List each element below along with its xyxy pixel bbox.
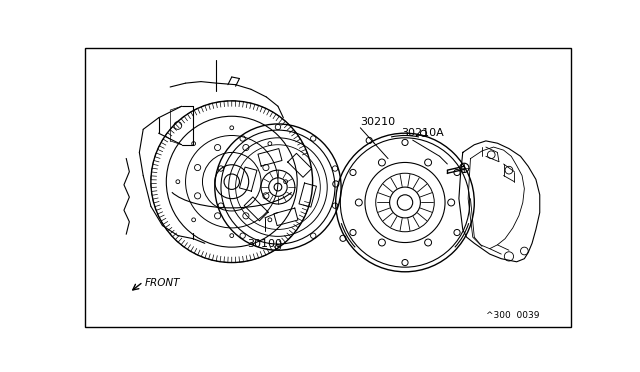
Text: FRONT: FRONT bbox=[145, 278, 180, 288]
Text: 30100: 30100 bbox=[248, 239, 282, 248]
Text: 30210: 30210 bbox=[360, 117, 396, 126]
Text: 30210A: 30210A bbox=[401, 128, 444, 138]
Text: ^300  0039: ^300 0039 bbox=[486, 311, 540, 320]
